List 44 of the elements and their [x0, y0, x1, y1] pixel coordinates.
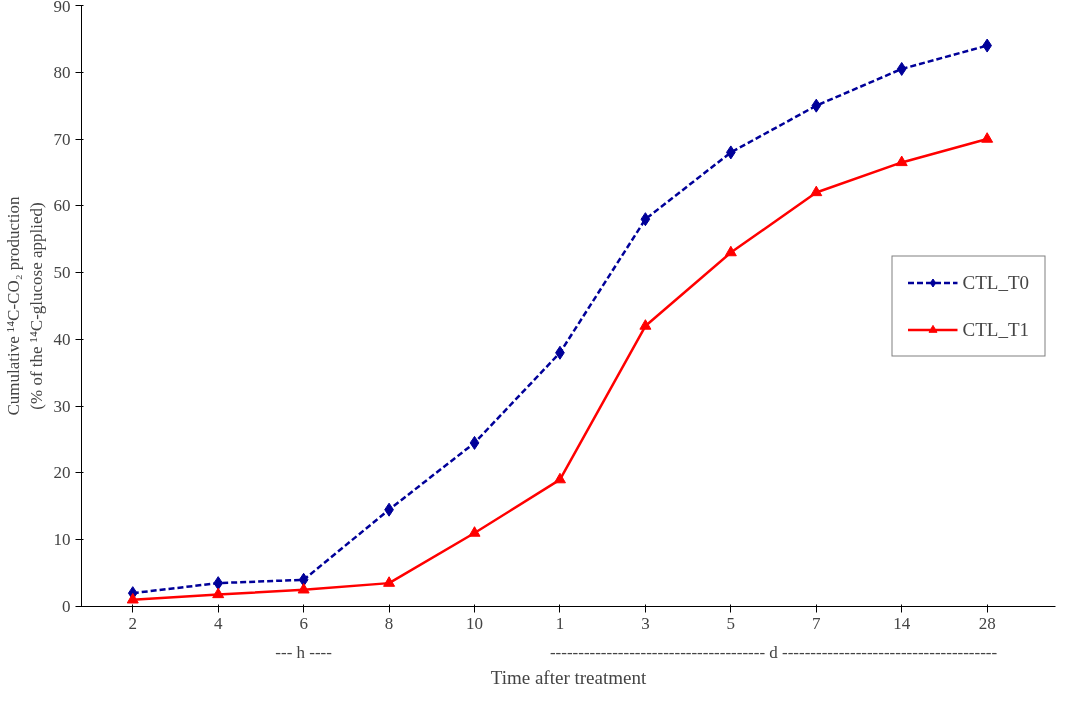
point: [468, 526, 481, 537]
y-tick-label: 40: [53, 329, 71, 349]
x-tick-label: 5: [726, 613, 736, 633]
x-tick-label: 28: [978, 613, 996, 633]
y-tick-label: 20: [53, 463, 71, 483]
point: [896, 61, 907, 76]
x-tick-label: 7: [812, 613, 822, 633]
text: --- h ----: [275, 642, 333, 662]
y-tick-label: 10: [53, 530, 71, 550]
point: [810, 185, 823, 197]
point: [212, 587, 225, 599]
point: [469, 435, 480, 450]
y-tick-label: 0: [62, 597, 71, 616]
point: [126, 592, 139, 604]
point: [895, 155, 908, 167]
legend-label: CTL_T0: [962, 271, 1029, 293]
y-axis-title: Cumulative ¹⁴C-CO₂ production (% of the ¹⁴C-glucose applied): [3, 195, 46, 416]
x-tick-label: 4: [213, 613, 223, 633]
point: [639, 319, 652, 330]
point: [383, 576, 396, 587]
y-tick-label: 60: [53, 196, 71, 216]
x-axis-title: Time after treatment: [490, 666, 647, 688]
point: [811, 98, 822, 113]
x-tick-label: 3: [641, 613, 650, 633]
x-tick-label: 1: [555, 613, 565, 633]
x-tick-label: 14: [893, 613, 911, 633]
point: [981, 132, 994, 143]
y-tick-label: 30: [53, 396, 71, 416]
x-tick-label: 6: [299, 613, 308, 633]
point: [640, 212, 651, 227]
text: -------------------------------------- d --------------------------------------: [549, 642, 998, 662]
y-tick-label: 80: [53, 62, 71, 82]
legend-label: CTL_T1: [962, 318, 1029, 340]
x-tick-label: 10: [466, 613, 484, 633]
point: [213, 576, 224, 591]
x-tick-label: 2: [128, 613, 138, 633]
y-tick-label: 70: [53, 129, 71, 149]
y-tick-label: 50: [53, 263, 71, 283]
point: [297, 582, 310, 594]
x-tick-label: 8: [384, 613, 394, 633]
point: [553, 472, 566, 484]
y-tick-label: 90: [53, 0, 71, 16]
point: [298, 572, 309, 587]
point: [724, 245, 737, 257]
